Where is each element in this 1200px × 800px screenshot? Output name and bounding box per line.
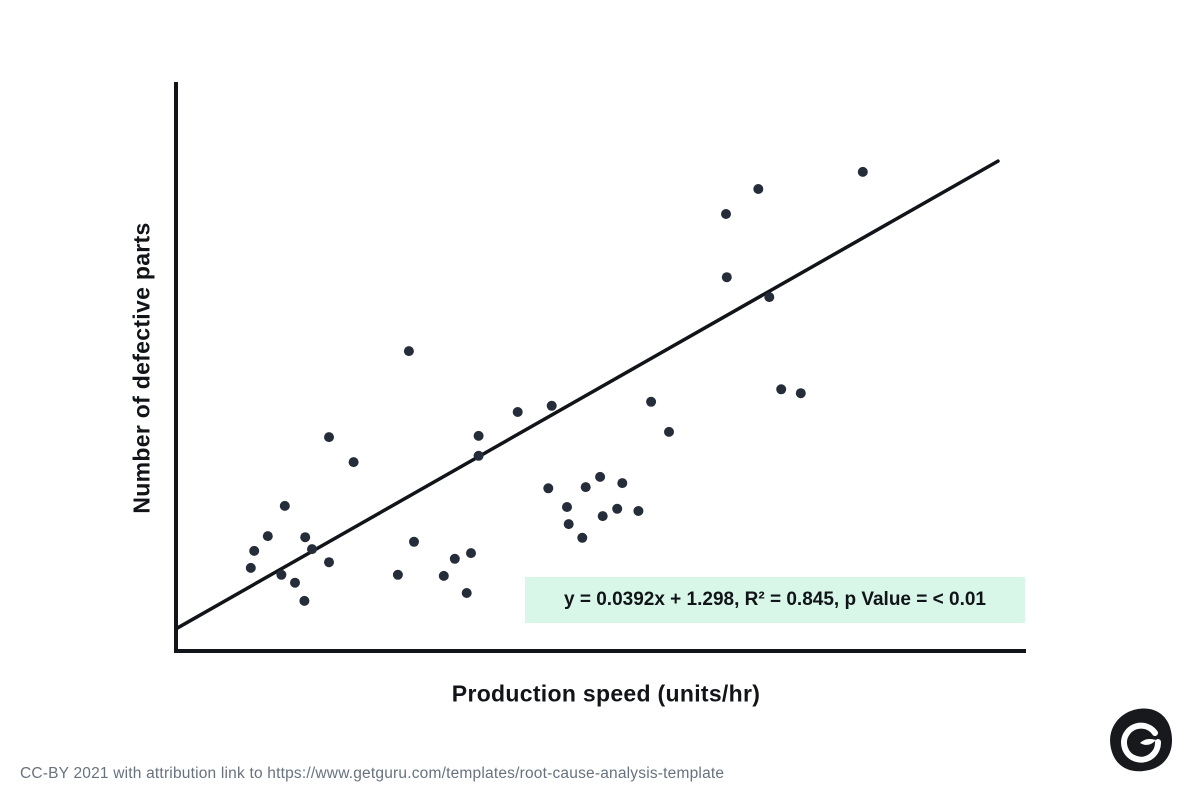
guru-logo-mark: [1110, 708, 1172, 772]
data-point: [646, 396, 657, 407]
data-point: [392, 569, 403, 580]
data-point: [300, 532, 311, 543]
data-point: [543, 483, 554, 494]
data-point: [597, 511, 608, 522]
data-point: [324, 432, 334, 443]
data-point: [721, 272, 732, 283]
logo-squircle: [1110, 708, 1172, 772]
data-point: [279, 500, 290, 511]
data-point: [753, 184, 764, 194]
data-point: [473, 430, 484, 441]
data-point: [403, 346, 414, 357]
data-point: [776, 384, 787, 395]
data-point: [577, 532, 588, 543]
guru-logo: [1108, 707, 1174, 773]
data-point: [245, 562, 256, 573]
data-point: [721, 209, 731, 219]
data-point: [580, 482, 591, 493]
data-point: [617, 478, 628, 489]
data-point: [249, 545, 260, 556]
data-point: [633, 506, 644, 516]
data-point: [307, 544, 317, 555]
data-point: [795, 388, 806, 399]
scatter-points: [245, 166, 868, 606]
data-point: [348, 457, 359, 468]
data-point: [546, 400, 557, 411]
x-axis-label: Production speed (units/hr): [451, 680, 761, 707]
data-point: [276, 569, 287, 580]
data-point: [473, 450, 484, 461]
data-point: [262, 531, 273, 542]
trend-line: [174, 159, 1000, 631]
data-point: [461, 588, 472, 598]
y-axis-label: Number of defective parts: [128, 222, 155, 514]
data-point: [595, 471, 606, 482]
data-point: [512, 407, 523, 417]
data-point: [857, 166, 868, 177]
data-point: [449, 553, 460, 564]
data-point: [562, 502, 572, 512]
data-point: [764, 292, 775, 303]
regression-annotation: y = 0.0392x + 1.298, R² = 0.845, p Value…: [525, 577, 1025, 623]
license-text: CC-BY 2021 with attribution link to http…: [20, 765, 725, 782]
logo-g-glyph: [1121, 722, 1162, 763]
data-point: [466, 548, 476, 559]
data-point: [299, 595, 310, 606]
data-point: [324, 557, 334, 568]
data-point: [409, 536, 419, 547]
data-point: [664, 426, 674, 437]
data-point: [612, 503, 623, 514]
data-point: [563, 519, 574, 530]
data-point: [438, 570, 449, 581]
data-point: [290, 577, 300, 588]
logo-g-tongue: [1140, 739, 1156, 745]
